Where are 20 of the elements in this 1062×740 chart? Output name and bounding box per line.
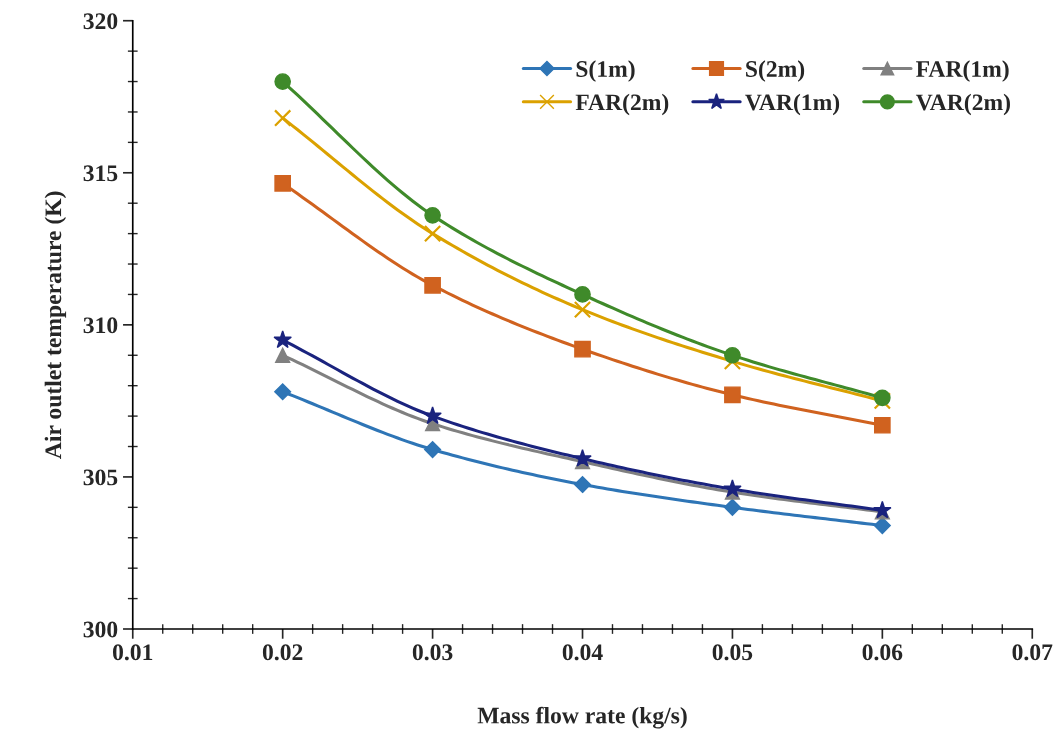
y-tick-label: 310 xyxy=(83,317,118,334)
y-tick-label: 315 xyxy=(83,165,118,182)
x-tick-label: 0.01 xyxy=(112,644,153,661)
y-tick-label: 305 xyxy=(83,469,118,486)
x-tick-label: 0.04 xyxy=(562,644,603,661)
legend-label: S(1m) xyxy=(576,60,635,82)
x-tick-label: 0.05 xyxy=(712,644,753,661)
y-axis-title: Air outlet temperature (K) xyxy=(44,191,67,459)
legend-label: VAR(2m) xyxy=(915,93,1010,116)
legend-label: FAR(2m) xyxy=(575,93,669,116)
x-tick-label: 0.07 xyxy=(1012,644,1053,661)
y-tick-label: 300 xyxy=(83,621,118,638)
legend-label: VAR(1m) xyxy=(745,93,840,116)
y-tick-label: 320 xyxy=(83,13,118,30)
x-axis-title: Mass flow rate (kg/s) xyxy=(477,706,687,729)
x-tick-label: 0.06 xyxy=(862,644,903,661)
x-tick-label: 0.03 xyxy=(412,644,453,661)
legend-label: S(2m) xyxy=(746,60,805,82)
legend-label: FAR(1m) xyxy=(916,60,1009,82)
x-tick-label: 0.02 xyxy=(262,644,303,661)
